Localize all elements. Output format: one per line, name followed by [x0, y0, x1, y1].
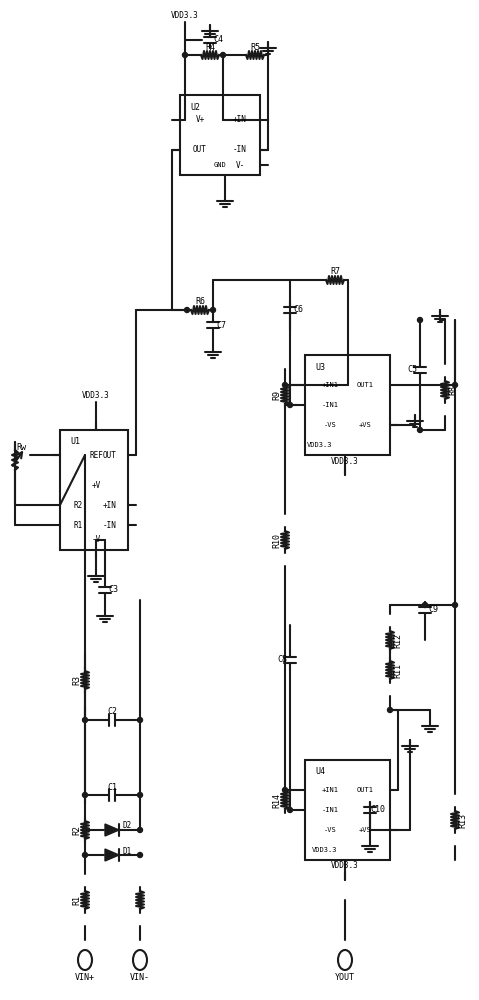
Circle shape [82, 792, 88, 798]
Text: C8: C8 [277, 656, 287, 664]
Text: VDD3.3: VDD3.3 [82, 391, 110, 400]
Text: R2: R2 [73, 500, 82, 510]
Text: -VS: -VS [324, 422, 336, 428]
Circle shape [184, 308, 190, 312]
Text: OUT1: OUT1 [356, 382, 374, 388]
Text: VDD3.3: VDD3.3 [312, 847, 338, 853]
Text: R10: R10 [273, 532, 282, 548]
Polygon shape [105, 849, 119, 861]
Text: R7: R7 [330, 267, 340, 276]
Circle shape [82, 828, 88, 832]
Text: YOUT: YOUT [335, 974, 355, 982]
Text: C3: C3 [108, 585, 118, 594]
Text: R2: R2 [72, 825, 81, 835]
Text: R13: R13 [458, 812, 468, 828]
Circle shape [182, 52, 187, 57]
Text: +VS: +VS [359, 422, 371, 428]
Text: R6: R6 [195, 298, 205, 306]
Text: -VS: -VS [324, 827, 336, 833]
Circle shape [453, 382, 457, 387]
Text: U1: U1 [70, 438, 80, 446]
Circle shape [287, 402, 293, 408]
Text: R1: R1 [72, 895, 81, 905]
Text: R8: R8 [448, 385, 457, 395]
Text: VIN+: VIN+ [75, 974, 95, 982]
Text: R3: R3 [72, 675, 81, 685]
Text: D2: D2 [122, 822, 132, 830]
Circle shape [137, 718, 142, 722]
Text: VDD3.3: VDD3.3 [307, 442, 333, 448]
Circle shape [422, 602, 427, 607]
Text: C1: C1 [107, 782, 117, 792]
Text: C2: C2 [107, 708, 117, 716]
Text: C5: C5 [407, 365, 417, 374]
Ellipse shape [133, 950, 147, 970]
Polygon shape [105, 824, 119, 836]
Text: V-: V- [235, 160, 245, 169]
Circle shape [453, 602, 457, 607]
Text: C4: C4 [213, 35, 223, 44]
Text: R5: R5 [250, 42, 260, 51]
Text: VDD3.3: VDD3.3 [331, 456, 359, 466]
Circle shape [220, 52, 226, 57]
Text: U2: U2 [190, 103, 200, 111]
Text: OUT: OUT [103, 450, 117, 460]
Bar [305, 760, 390, 860]
Text: +V: +V [91, 481, 101, 489]
Bar [305, 355, 390, 455]
Text: V+: V+ [195, 115, 205, 124]
Text: R12: R12 [394, 633, 402, 648]
Text: VDD3.3: VDD3.3 [171, 11, 199, 20]
Circle shape [137, 792, 142, 798]
Text: +VS: +VS [359, 827, 371, 833]
Text: R11: R11 [394, 662, 402, 678]
Text: GND: GND [214, 162, 227, 168]
Text: D1: D1 [122, 846, 132, 856]
Text: U4: U4 [315, 768, 325, 776]
Text: -IN: -IN [233, 145, 247, 154]
Text: +IN: +IN [103, 500, 117, 510]
Text: REF: REF [89, 450, 103, 460]
Ellipse shape [338, 950, 352, 970]
Circle shape [388, 708, 392, 712]
Ellipse shape [78, 950, 92, 970]
Circle shape [137, 852, 142, 857]
Bar [180, 95, 260, 175]
Text: -IN1: -IN1 [321, 402, 339, 408]
Circle shape [137, 828, 142, 832]
Text: R4: R4 [205, 42, 215, 51]
Text: U3: U3 [315, 362, 325, 371]
Text: VDD3.3: VDD3.3 [331, 861, 359, 870]
Circle shape [210, 308, 216, 312]
Text: C10: C10 [370, 806, 386, 814]
Text: +IN1: +IN1 [321, 382, 339, 388]
Text: C7: C7 [216, 320, 226, 330]
Text: Rw: Rw [16, 444, 26, 452]
Text: OUT: OUT [193, 145, 207, 154]
Text: R9: R9 [273, 390, 282, 400]
Text: C9: C9 [428, 605, 438, 614]
Circle shape [287, 808, 293, 812]
Bar [60, 430, 128, 550]
Circle shape [82, 852, 88, 857]
Circle shape [82, 718, 88, 722]
Text: -V: -V [91, 536, 101, 544]
Text: -IN1: -IN1 [321, 807, 339, 813]
Text: +IN: +IN [233, 115, 247, 124]
Circle shape [283, 382, 287, 387]
Text: VIN-: VIN- [130, 974, 150, 982]
Text: -IN: -IN [103, 520, 117, 530]
Text: OUT1: OUT1 [356, 787, 374, 793]
Circle shape [418, 428, 422, 432]
Text: R1: R1 [73, 520, 82, 530]
Text: R14: R14 [273, 792, 282, 808]
Circle shape [418, 318, 422, 322]
Text: +IN1: +IN1 [321, 787, 339, 793]
Circle shape [283, 788, 287, 792]
Text: C6: C6 [293, 306, 303, 314]
